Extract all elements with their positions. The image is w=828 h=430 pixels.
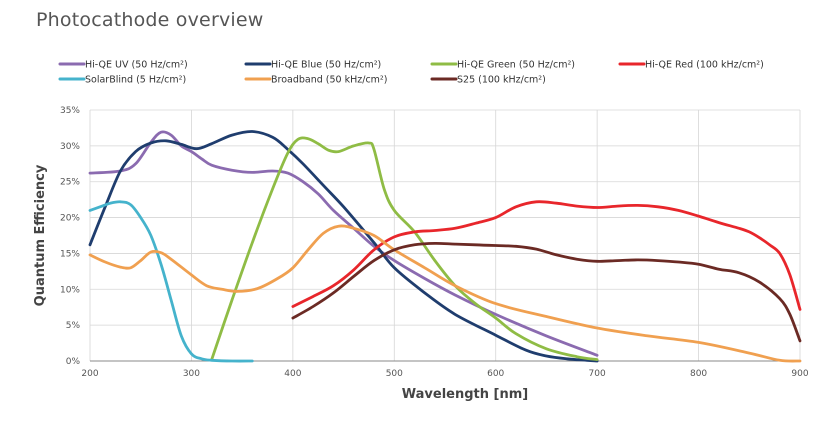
- y-axis-label: Quantum Efficiency: [33, 164, 48, 306]
- x-axis-label: Wavelength [nm]: [402, 387, 528, 402]
- x-tick-label: 900: [791, 369, 808, 379]
- legend: Hi-QE UV (50 Hz/cm²) Hi-QE Blue (50 Hz/cm…: [58, 60, 764, 86]
- legend-label: Hi-QE Blue (50 Hz/cm²): [271, 60, 381, 71]
- legend-label: Hi-QE UV (50 Hz/cm²): [85, 60, 188, 71]
- series-line: [88, 224, 802, 363]
- y-tick-label: 20%: [60, 214, 80, 224]
- x-tick-label: 600: [487, 369, 504, 379]
- series-line: [291, 241, 802, 343]
- y-tick-label: 15%: [60, 249, 80, 259]
- legend-label: Hi-QE Red (100 kHz/cm²): [645, 60, 764, 71]
- x-tick-label: 200: [81, 369, 98, 379]
- x-tick-label: 800: [690, 369, 707, 379]
- x-tick-label: 500: [386, 369, 403, 379]
- y-tick-label: 10%: [60, 285, 80, 295]
- y-tick-label: 0%: [66, 357, 81, 367]
- chart-title: Photocathode overview: [36, 9, 264, 31]
- x-tick-label: 700: [589, 369, 606, 379]
- series-line: [210, 136, 599, 361]
- series-lines: [88, 130, 802, 363]
- legend-label: S25 (100 kHz/cm²): [457, 75, 546, 86]
- series-line: [291, 200, 802, 311]
- y-tick-label: 5%: [66, 321, 81, 331]
- y-tick-label: 25%: [60, 178, 80, 188]
- series-line: [88, 130, 599, 357]
- series-line: [88, 200, 254, 363]
- series-line: [88, 130, 599, 363]
- legend-label: SolarBlind (5 Hz/cm²): [85, 75, 186, 86]
- legend-label: Hi-QE Green (50 Hz/cm²): [457, 60, 575, 71]
- x-tick-label: 300: [183, 369, 200, 379]
- legend-label: Broadband (50 kHz/cm²): [271, 75, 387, 86]
- x-tick-label: 400: [284, 369, 301, 379]
- y-tick-label: 35%: [60, 106, 80, 116]
- y-tick-label: 30%: [60, 142, 80, 152]
